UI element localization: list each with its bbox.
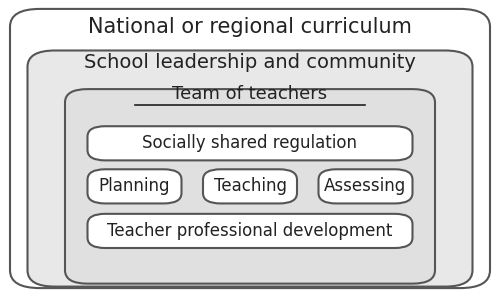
Text: Assessing: Assessing [324, 177, 406, 195]
Text: Teacher professional development: Teacher professional development [108, 222, 393, 240]
FancyBboxPatch shape [65, 89, 435, 284]
Text: National or regional curriculum: National or regional curriculum [88, 17, 412, 37]
Text: Team of teachers: Team of teachers [172, 85, 328, 102]
FancyBboxPatch shape [88, 214, 412, 248]
FancyBboxPatch shape [28, 50, 472, 287]
Text: Socially shared regulation: Socially shared regulation [142, 134, 358, 152]
FancyBboxPatch shape [318, 169, 412, 203]
Text: School leadership and community: School leadership and community [84, 53, 416, 72]
FancyBboxPatch shape [10, 9, 490, 288]
FancyBboxPatch shape [88, 169, 182, 203]
FancyBboxPatch shape [88, 126, 412, 160]
FancyBboxPatch shape [203, 169, 297, 203]
Text: Teaching: Teaching [214, 177, 286, 195]
Text: Planning: Planning [99, 177, 170, 195]
